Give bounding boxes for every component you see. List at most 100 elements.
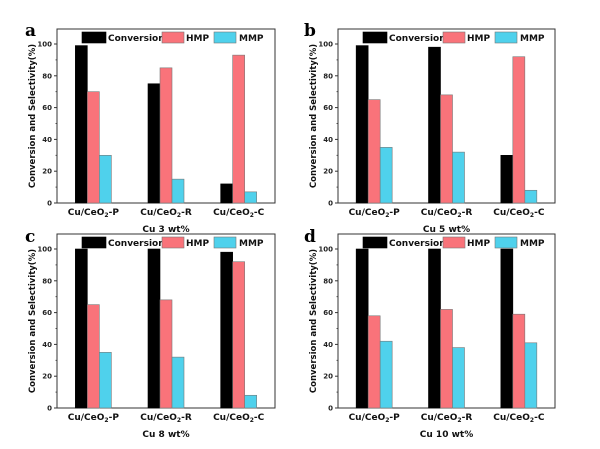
y-tick-label: 20 xyxy=(42,373,52,381)
y-tick-label: 80 xyxy=(42,277,52,285)
legend-label-conversion: Conversion xyxy=(108,34,165,44)
x-tick-label: Cu/CeO2-R xyxy=(140,413,192,424)
legend-swatch-hmp xyxy=(161,31,185,44)
bar-mmp-2 xyxy=(171,178,185,204)
y-tick-label: 80 xyxy=(42,72,52,80)
y-tick-label: 60 xyxy=(323,309,333,317)
y-tick-label: 60 xyxy=(323,104,333,112)
y-tick-label: 0 xyxy=(47,405,52,413)
bar-mmp-1 xyxy=(379,147,393,204)
legend-label-conversion: Conversion xyxy=(389,34,446,44)
y-axis-title: Conversion and Selectivity(%) xyxy=(309,44,319,188)
legend-label-hmp: HMP xyxy=(467,239,490,249)
bar-mmp-2 xyxy=(452,151,465,204)
bar-hmp-3 xyxy=(232,54,245,204)
legend-swatch-hmp xyxy=(161,236,185,249)
bar-conversion-1 xyxy=(355,45,369,204)
legend-swatch-conversion xyxy=(81,236,107,249)
y-tick-label: 80 xyxy=(323,277,333,285)
y-tick-label: 100 xyxy=(37,246,52,254)
panel-letter: c xyxy=(25,227,35,247)
y-tick-label: 20 xyxy=(323,168,333,176)
legend-swatch-conversion xyxy=(81,31,107,44)
bar-conversion-2 xyxy=(428,46,441,204)
legend-label-mmp: MMP xyxy=(239,34,264,44)
bar-conversion-1 xyxy=(355,248,369,409)
x-tick-label: Cu/CeO2-P xyxy=(349,208,401,219)
legend-label-hmp: HMP xyxy=(186,34,209,44)
bar-hmp-3 xyxy=(512,313,526,409)
x-tick-label: Cu/CeO2-C xyxy=(493,208,545,219)
legend-label-mmp: MMP xyxy=(239,239,264,249)
bar-hmp-3 xyxy=(232,261,245,409)
y-tick-label: 60 xyxy=(42,309,52,317)
bar-hmp-2 xyxy=(159,299,173,409)
legend-label-mmp: MMP xyxy=(520,34,545,44)
y-tick-label: 40 xyxy=(323,136,333,144)
legend-label-mmp: MMP xyxy=(520,239,545,249)
x-axis-title: Cu 8 wt% xyxy=(142,430,189,440)
panel-letter: a xyxy=(25,21,36,41)
y-tick-label: 60 xyxy=(42,104,52,112)
bar-hmp-1 xyxy=(87,304,100,409)
bar-hmp-1 xyxy=(367,315,381,409)
legend-swatch-hmp xyxy=(442,236,466,249)
x-axis-title: Cu 3 wt% xyxy=(142,225,189,235)
legend-label-hmp: HMP xyxy=(467,34,490,44)
x-tick-label: Cu/CeO2-C xyxy=(493,413,545,424)
bar-conversion-1 xyxy=(75,45,88,204)
legend-swatch-conversion xyxy=(362,236,388,249)
y-axis-title: Conversion and Selectivity(%) xyxy=(309,249,319,393)
x-axis-title: Cu 10 wt% xyxy=(420,430,473,440)
y-tick-label: 100 xyxy=(37,41,52,49)
bar-conversion-3 xyxy=(220,251,233,409)
bar-conversion-1 xyxy=(75,248,88,409)
legend-swatch-hmp xyxy=(442,31,466,44)
legend-label-conversion: Conversion xyxy=(389,239,446,249)
x-tick-label: Cu/CeO2-P xyxy=(68,208,120,219)
bar-hmp-1 xyxy=(87,91,100,204)
legend-swatch-mmp xyxy=(213,31,237,44)
bar-conversion-2 xyxy=(147,248,161,409)
bar-mmp-2 xyxy=(452,347,465,409)
y-tick-label: 40 xyxy=(42,136,52,144)
bar-mmp-1 xyxy=(379,340,393,409)
legend-swatch-mmp xyxy=(494,236,518,249)
x-tick-label: Cu/CeO2-C xyxy=(213,208,265,219)
x-tick-label: Cu/CeO2-R xyxy=(421,208,473,219)
bar-conversion-2 xyxy=(147,83,161,204)
bar-conversion-3 xyxy=(500,248,514,409)
bar-mmp-1 xyxy=(99,352,112,409)
y-tick-label: 0 xyxy=(328,200,333,208)
x-tick-label: Cu/CeO2-C xyxy=(213,413,265,424)
y-tick-label: 0 xyxy=(47,200,52,208)
bar-mmp-3 xyxy=(524,189,538,204)
x-tick-label: Cu/CeO2-P xyxy=(68,413,120,424)
x-tick-label: Cu/CeO2-R xyxy=(140,208,192,219)
y-tick-label: 40 xyxy=(323,341,333,349)
bar-mmp-3 xyxy=(244,394,257,409)
bar-conversion-2 xyxy=(428,248,441,409)
x-tick-label: Cu/CeO2-R xyxy=(421,413,473,424)
y-tick-label: 20 xyxy=(323,373,333,381)
legend-label-hmp: HMP xyxy=(186,239,209,249)
y-tick-label: 80 xyxy=(323,72,333,80)
y-axis-title: Conversion and Selectivity(%) xyxy=(28,44,38,188)
bar-hmp-2 xyxy=(440,309,453,409)
bar-mmp-3 xyxy=(524,342,538,409)
bar-mmp-2 xyxy=(171,356,185,409)
bar-mmp-1 xyxy=(99,155,112,204)
legend-label-conversion: Conversion xyxy=(108,239,165,249)
bar-conversion-3 xyxy=(220,183,233,204)
y-tick-label: 20 xyxy=(42,168,52,176)
legend-swatch-mmp xyxy=(494,31,518,44)
panel-letter: b xyxy=(304,21,316,41)
y-tick-label: 40 xyxy=(42,341,52,349)
legend-swatch-mmp xyxy=(213,236,237,249)
x-tick-label: Cu/CeO2-P xyxy=(349,413,401,424)
